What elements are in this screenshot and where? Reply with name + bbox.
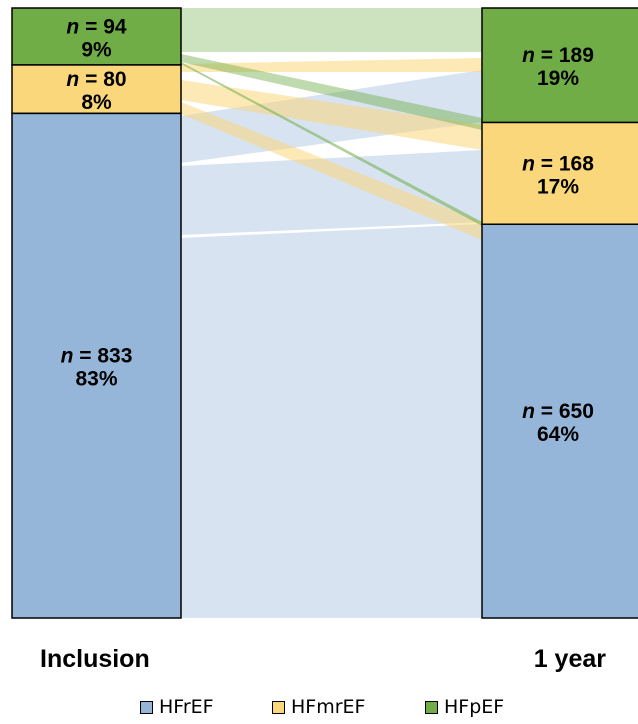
inclusion-bar-hfref xyxy=(11,112,182,619)
inclusion-n-label-hfref: n = 833 xyxy=(61,345,133,368)
flow-hfmref-to-hfmref xyxy=(181,80,482,150)
inclusion-bar-hfpef xyxy=(11,7,182,66)
flow-layer xyxy=(181,8,482,618)
one-year-n-label-hfmref: n = 168 xyxy=(522,152,594,175)
one-year-n-label-hfpef: n = 189 xyxy=(522,44,594,67)
flow-hfmref-to-hfpef xyxy=(181,58,482,72)
legend-item-hfmref: HFmrEF xyxy=(272,696,365,718)
legend-item-hfref: HFrEF xyxy=(140,696,214,718)
one-year-bar-hfref xyxy=(481,223,638,619)
legend-swatch-hfref xyxy=(140,700,153,714)
one-year-pct-label-hfmref: 17% xyxy=(537,175,579,198)
one-year-n-label-hfref: n = 650 xyxy=(522,400,594,423)
inclusion-pct-label-hfmref: 8% xyxy=(81,91,112,114)
legend-item-hfpef: HFpEF xyxy=(425,696,504,718)
inclusion-pct-label-hfpef: 9% xyxy=(81,38,112,61)
one-year-pct-label-hfref: 64% xyxy=(537,423,579,446)
flow-hfpef-to-hfpef xyxy=(181,8,482,52)
legend-swatch-hfpef xyxy=(425,700,438,714)
legend-label-hfmref: HFmrEF xyxy=(291,696,366,718)
legend-swatch-hfmref xyxy=(272,700,285,714)
one-year-bar-hfpef xyxy=(481,7,638,124)
inclusion-pct-label-hfref: 83% xyxy=(75,368,117,391)
flow-hfpef-to-hfref xyxy=(181,62,482,226)
inclusion-n-label-hfmref: n = 80 xyxy=(66,68,126,91)
stage-label-inclusion: Inclusion xyxy=(40,645,150,673)
legend-label-hfpef: HFpEF xyxy=(444,696,505,718)
inclusion-n-label-hfpef: n = 94 xyxy=(66,15,126,38)
stage-label-1-year: 1 year xyxy=(534,645,607,673)
flow-hfpef-to-hfmref xyxy=(181,54,482,130)
flow-hfmref-to-hfref xyxy=(181,102,482,240)
legend-label-hfref: HFrEF xyxy=(159,696,214,718)
legend: HFrEF HFmrEF HFpEF xyxy=(0,696,638,722)
one-year-pct-label-hfpef: 19% xyxy=(537,67,579,90)
flow-hfref-to-hfmref xyxy=(181,150,482,235)
flow-hfref-to-hfref xyxy=(181,224,482,618)
bar-layer xyxy=(11,7,638,619)
